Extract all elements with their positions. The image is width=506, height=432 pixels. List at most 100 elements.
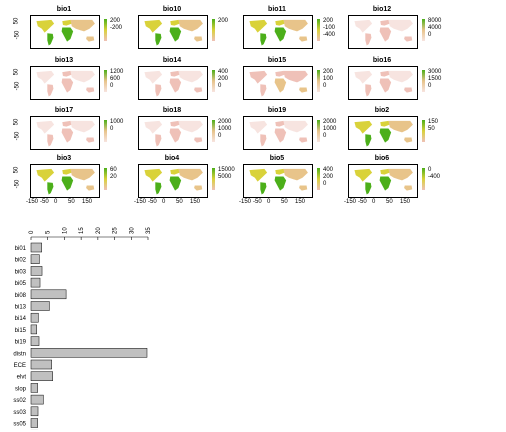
continent-northAmerica bbox=[249, 168, 268, 182]
continent-australia bbox=[404, 36, 413, 42]
legend-color-bar bbox=[422, 19, 425, 41]
bar-x-tick-label: 0 bbox=[29, 230, 35, 234]
continent-africa bbox=[379, 128, 392, 143]
bar-category-label: bi03 bbox=[15, 269, 27, 275]
legend-color-bar bbox=[212, 168, 215, 190]
continent-africa bbox=[61, 176, 74, 191]
legend-color-bar bbox=[212, 120, 215, 142]
map-x-tick-label: -150 bbox=[26, 199, 39, 205]
continent-europe bbox=[275, 19, 285, 26]
continent-europe bbox=[380, 70, 390, 77]
continent-asia bbox=[178, 168, 203, 181]
map-title-bio14: bio14 bbox=[162, 57, 182, 64]
continent-australia bbox=[86, 137, 95, 143]
map-panel-bio19 bbox=[243, 116, 313, 150]
bar-bi15 bbox=[30, 324, 37, 335]
continent-africa bbox=[274, 78, 287, 93]
bar-x-tick-label: 25 bbox=[113, 227, 119, 234]
legend-label: 1200 bbox=[110, 69, 124, 75]
continent-europe bbox=[380, 19, 390, 26]
continent-africa bbox=[274, 27, 287, 42]
continent-africa bbox=[379, 78, 392, 93]
continent-southAmerica bbox=[155, 134, 162, 147]
legend-label: 100 bbox=[323, 76, 334, 82]
map-x-tick-label: 0 bbox=[162, 199, 166, 205]
continent-asia bbox=[70, 19, 95, 32]
map-title-bio5: bio5 bbox=[269, 155, 285, 162]
map-y-tick-label: -50 bbox=[14, 131, 21, 141]
legend-label: 200 bbox=[323, 18, 334, 24]
map-panel-bio3 bbox=[30, 164, 100, 198]
continent-europe bbox=[275, 168, 285, 175]
bar-category-label: bi02 bbox=[15, 258, 27, 264]
legend-label: -400 bbox=[323, 32, 336, 38]
map-title-bio3: bio3 bbox=[56, 155, 72, 162]
continent-southAmerica bbox=[155, 182, 162, 195]
continent-europe bbox=[170, 168, 180, 175]
map-title-bio2: bio2 bbox=[374, 107, 390, 114]
continent-northAmerica bbox=[144, 120, 163, 134]
legend-label: 20 bbox=[110, 174, 117, 180]
continent-europe bbox=[62, 70, 72, 77]
map-panel-bio5 bbox=[243, 164, 313, 198]
continent-northAmerica bbox=[36, 168, 55, 182]
bar-bi14 bbox=[30, 312, 39, 323]
continent-southAmerica bbox=[365, 182, 372, 195]
legend-label: 0 bbox=[110, 83, 114, 89]
continent-northAmerica bbox=[354, 19, 373, 33]
map-x-tick-label: 0 bbox=[54, 199, 58, 205]
continent-northAmerica bbox=[144, 19, 163, 33]
map-panel-bio12 bbox=[348, 15, 418, 49]
continent-australia bbox=[299, 87, 308, 93]
bar-ss02 bbox=[30, 394, 44, 405]
continent-asia bbox=[178, 19, 203, 32]
continent-australia bbox=[299, 36, 308, 42]
legend-label: 2000 bbox=[218, 119, 232, 125]
continent-northAmerica bbox=[249, 120, 268, 134]
legend-label: 0 bbox=[323, 83, 327, 89]
legend-label: 0 bbox=[428, 32, 432, 38]
continent-africa bbox=[379, 176, 392, 191]
map-y-tick-label: -50 bbox=[14, 30, 21, 40]
legend-label: 1500 bbox=[428, 76, 442, 82]
continent-asia bbox=[178, 70, 203, 83]
continent-australia bbox=[86, 185, 95, 191]
bar-x-tick-label: 20 bbox=[96, 227, 102, 234]
map-x-tick-label: 0 bbox=[372, 199, 376, 205]
legend-color-bar bbox=[104, 70, 107, 92]
continent-southAmerica bbox=[260, 33, 267, 46]
map-x-tick-label: 150 bbox=[295, 199, 306, 205]
map-panel-bio13 bbox=[30, 66, 100, 100]
legend-color-bar bbox=[422, 70, 425, 92]
continent-southAmerica bbox=[365, 84, 372, 97]
map-panel-bio18 bbox=[138, 116, 208, 150]
bar-x-tick-label: 5 bbox=[46, 230, 52, 234]
legend-label: -200 bbox=[110, 25, 123, 31]
continent-asia bbox=[388, 19, 413, 32]
bar-x-tick-label: 15 bbox=[79, 227, 85, 234]
map-title-bio1: bio1 bbox=[56, 6, 72, 13]
map-x-tick-label: 50 bbox=[176, 199, 183, 205]
legend-label: 50 bbox=[428, 126, 435, 132]
map-title-bio16: bio16 bbox=[372, 57, 392, 64]
legend-label: 200 bbox=[323, 174, 334, 180]
continent-asia bbox=[178, 120, 203, 133]
legend-label: 0 bbox=[218, 83, 222, 89]
bar-ss05 bbox=[30, 418, 38, 428]
continent-europe bbox=[170, 70, 180, 77]
continent-australia bbox=[404, 137, 413, 143]
bar-category-label: bi14 bbox=[15, 316, 27, 322]
map-x-tick-label: -50 bbox=[148, 199, 157, 205]
map-title-bio11: bio11 bbox=[268, 6, 286, 13]
legend-label: 0 bbox=[428, 83, 432, 89]
map-y-tick-label: 50 bbox=[13, 166, 20, 174]
bar-category-label: bi15 bbox=[15, 328, 27, 334]
legend-label: -100 bbox=[323, 25, 336, 31]
continent-europe bbox=[275, 70, 285, 77]
map-title-bio10: bio10 bbox=[162, 6, 182, 13]
map-panel-bio16 bbox=[348, 66, 418, 100]
legend-color-bar bbox=[317, 168, 320, 190]
continent-asia bbox=[283, 19, 308, 32]
map-y-tick-label: -50 bbox=[14, 179, 21, 189]
legend-label: 150 bbox=[428, 119, 439, 125]
